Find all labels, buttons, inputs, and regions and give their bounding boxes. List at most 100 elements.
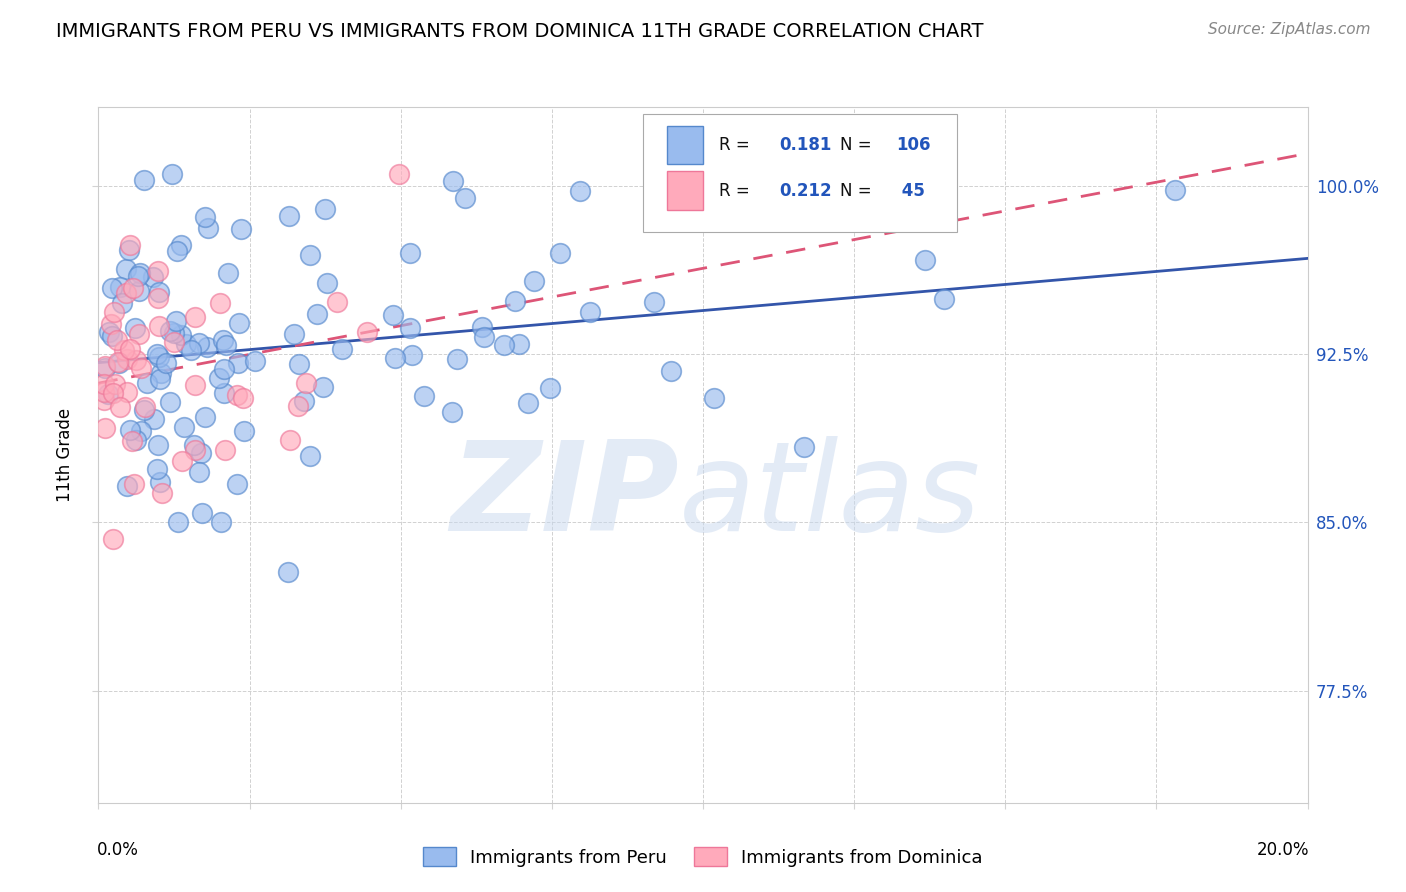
Point	[643, 294, 665, 309]
Point	[146, 291, 169, 305]
Point	[522, 274, 544, 288]
Point	[115, 352, 138, 367]
Point	[136, 376, 159, 391]
Point	[128, 327, 150, 342]
Point	[245, 354, 267, 368]
Point	[413, 389, 436, 403]
Point	[100, 318, 122, 332]
Point	[120, 238, 142, 252]
Point	[112, 343, 135, 357]
Text: R =: R =	[718, 136, 755, 154]
Point	[115, 384, 138, 399]
Point	[471, 319, 494, 334]
Point	[212, 333, 235, 347]
Point	[180, 343, 202, 357]
Point	[150, 366, 173, 380]
Point	[148, 285, 170, 299]
Point	[382, 308, 405, 322]
Point	[197, 220, 219, 235]
Point	[294, 376, 316, 390]
Point	[118, 243, 141, 257]
Point	[228, 316, 250, 330]
Point	[307, 307, 329, 321]
Point	[93, 384, 115, 399]
Point	[384, 351, 406, 365]
Point	[454, 190, 477, 204]
Point	[214, 442, 236, 457]
Point	[569, 184, 592, 198]
Text: N =: N =	[839, 136, 876, 154]
Text: Source: ZipAtlas.com: Source: ZipAtlas.com	[1208, 22, 1371, 37]
Point	[209, 515, 232, 529]
Point	[278, 209, 301, 223]
Point	[440, 405, 463, 419]
Text: atlas: atlas	[679, 436, 981, 558]
Point	[165, 314, 187, 328]
Point	[107, 355, 129, 369]
Point	[101, 532, 124, 546]
Point	[108, 401, 131, 415]
Text: 0.181: 0.181	[779, 136, 831, 154]
Point	[208, 371, 231, 385]
Point	[278, 433, 301, 447]
Point	[703, 392, 725, 406]
Point	[298, 450, 321, 464]
Point	[93, 376, 115, 391]
Point	[184, 442, 207, 457]
Point	[114, 285, 136, 300]
Point	[188, 465, 211, 479]
Point	[225, 476, 247, 491]
Bar	[666, 126, 703, 164]
Point	[659, 364, 682, 378]
Text: IMMIGRANTS FROM PERU VS IMMIGRANTS FROM DOMINICA 11TH GRADE CORRELATION CHART: IMMIGRANTS FROM PERU VS IMMIGRANTS FROM …	[56, 22, 984, 41]
Point	[115, 479, 138, 493]
Point	[122, 281, 145, 295]
Point	[101, 329, 124, 343]
Point	[93, 392, 115, 407]
Point	[299, 248, 322, 262]
Point	[325, 295, 347, 310]
FancyBboxPatch shape	[643, 114, 957, 232]
Point	[101, 281, 124, 295]
Point	[149, 372, 172, 386]
Point	[145, 461, 167, 475]
Text: ZIP: ZIP	[450, 436, 679, 558]
Point	[914, 253, 936, 268]
Point	[190, 507, 212, 521]
Point	[401, 348, 423, 362]
Point	[316, 276, 339, 290]
Point	[166, 244, 188, 258]
Point	[330, 343, 353, 357]
Point	[142, 270, 165, 285]
Point	[124, 320, 146, 334]
Point	[105, 333, 128, 347]
Text: 45: 45	[897, 182, 925, 200]
Point	[101, 385, 124, 400]
Point	[134, 173, 156, 187]
Point	[226, 388, 249, 402]
Point	[356, 325, 378, 339]
Legend: Immigrants from Peru, Immigrants from Dominica: Immigrants from Peru, Immigrants from Do…	[416, 840, 990, 874]
Point	[94, 421, 117, 435]
Point	[159, 325, 181, 339]
Point	[503, 294, 526, 309]
Point	[148, 438, 170, 452]
Point	[155, 356, 177, 370]
Point	[548, 245, 571, 260]
Point	[441, 174, 464, 188]
Point	[150, 485, 173, 500]
Point	[97, 387, 120, 401]
Point	[132, 402, 155, 417]
Point	[115, 261, 138, 276]
Text: 20.0%: 20.0%	[1257, 841, 1309, 859]
Point	[208, 295, 231, 310]
Point	[127, 268, 149, 283]
Point	[288, 357, 311, 371]
Point	[538, 381, 561, 395]
Y-axis label: 11th Grade: 11th Grade	[56, 408, 75, 502]
Point	[104, 376, 127, 391]
Point	[159, 395, 181, 409]
Point	[163, 326, 186, 340]
Point	[170, 454, 193, 468]
Point	[194, 409, 217, 424]
